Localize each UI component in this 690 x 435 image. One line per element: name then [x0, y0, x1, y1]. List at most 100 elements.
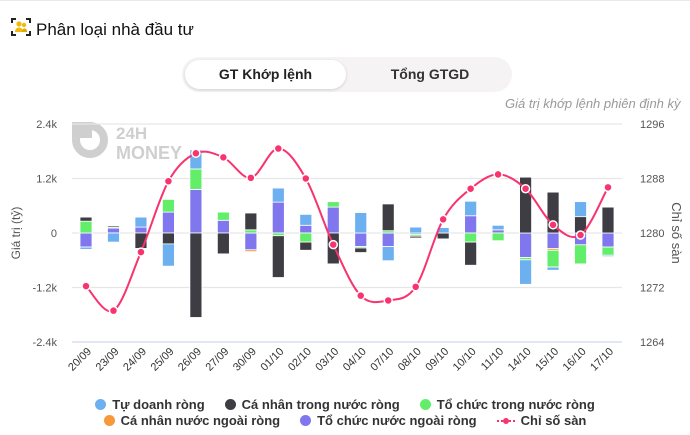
- bar-segment: [162, 232, 175, 245]
- bar-segment: [601, 246, 615, 256]
- bar-segment: [189, 232, 203, 318]
- index-point: [328, 239, 339, 250]
- index-point: [301, 173, 311, 184]
- x-tick-label: 26/09: [176, 346, 204, 374]
- bar-segment: [244, 249, 258, 253]
- legend-item[interactable]: Cá nhân nước ngoài ròng: [103, 412, 281, 428]
- legend-label: Cá nhân nước ngoài ròng: [120, 412, 281, 428]
- bar-segment: [464, 241, 478, 266]
- index-point: [81, 281, 91, 291]
- index-point: [383, 295, 393, 306]
- bar-segment: [189, 168, 203, 190]
- tab-switcher: GT Khớp lệnh Tổng GTGD: [182, 57, 512, 92]
- x-tick-label: 30/09: [231, 346, 259, 374]
- bar-segment: [162, 243, 175, 267]
- bar-segment: [216, 232, 230, 255]
- bar-segment: [271, 201, 285, 234]
- y-tick-label: -1.2k: [33, 283, 58, 295]
- chart-subtitle: Giá trị khớp lệnh phiên định kỳ: [505, 96, 681, 111]
- bar-segment: [271, 187, 285, 203]
- legend-line-marker-icon: [496, 413, 515, 428]
- y2-tick-label: 1280: [640, 228, 664, 240]
- x-tick-label: 27/09: [204, 346, 232, 374]
- bar-segment: [381, 232, 395, 248]
- y-tick-label: 2.4k: [36, 119, 57, 131]
- index-point: [438, 214, 448, 225]
- index-point: [273, 143, 284, 154]
- bar-segment: [134, 216, 148, 228]
- bar-segment: [491, 229, 505, 234]
- x-tick-label: 09/10: [423, 346, 451, 374]
- y-axis-title: Giá trị (tỷ): [9, 207, 23, 260]
- index-point: [108, 305, 119, 316]
- bar-segment: [271, 232, 285, 237]
- bar-segment: [216, 219, 230, 234]
- bar-segment: [546, 266, 560, 271]
- bar-segment: [381, 246, 395, 262]
- x-tick-label: 14/10: [506, 346, 534, 374]
- x-tick-label: 20/09: [66, 346, 94, 374]
- index-point: [410, 282, 421, 292]
- tab-tong-gtgd[interactable]: Tổng GTGD: [390, 66, 470, 82]
- x-tick-label: 07/10: [368, 346, 396, 374]
- bar-segment: [546, 249, 560, 268]
- legend-item[interactable]: Tổ chức nước ngoài ròng: [300, 412, 477, 428]
- legend-label: Cá nhân trong nước ròng: [241, 396, 400, 412]
- bar-segment: [79, 220, 93, 234]
- x-tick-label: 15/10: [533, 346, 561, 374]
- index-point: [218, 152, 229, 163]
- bar-segment: [107, 225, 120, 228]
- index-point: [163, 176, 174, 186]
- index-point: [136, 247, 146, 257]
- y-tick-label: -2.4k: [33, 337, 58, 349]
- x-tick-label: 03/10: [313, 346, 341, 374]
- index-point: [465, 183, 476, 194]
- x-tick-label: 24/09: [121, 346, 149, 374]
- index-point: [603, 182, 613, 193]
- x-tick-label: 01/10: [258, 346, 286, 374]
- bar-segment: [601, 206, 615, 234]
- x-tick-label: 23/09: [94, 346, 122, 374]
- legend-label: Chỉ số sàn: [520, 412, 587, 428]
- bar-segment: [271, 235, 285, 278]
- bar-segment: [299, 241, 313, 251]
- section-header: Phân loại nhà đầu tư: [10, 16, 194, 43]
- bar-segment: [107, 232, 120, 243]
- bar-segment: [546, 232, 560, 249]
- x-tick-label: 10/10: [451, 346, 479, 374]
- svg-text:24H: 24H: [116, 124, 147, 143]
- y-tick-label: 0: [51, 228, 57, 240]
- legend-swatch-icon: [419, 398, 431, 410]
- y2-tick-label: 1264: [640, 337, 664, 349]
- bar-segment: [134, 226, 148, 234]
- x-tick-label: 02/10: [286, 346, 314, 374]
- legend-swatch-icon: [224, 398, 236, 410]
- bar-segment: [574, 244, 587, 265]
- bar-segment: [519, 232, 532, 258]
- y2-axis-title: Chỉ số sàn: [669, 202, 684, 263]
- bar-segment: [409, 226, 423, 234]
- index-point: [575, 230, 586, 240]
- bar-segment: [162, 211, 175, 234]
- section-title: Phân loại nhà đầu tư: [36, 19, 194, 39]
- y2-tick-label: 1296: [640, 119, 664, 131]
- chart-legend: Tự doanh ròng Cá nhân trong nước ròng Tổ c…: [0, 396, 690, 428]
- investor-group-icon: [10, 16, 32, 43]
- bar-segment: [79, 216, 93, 222]
- bar-segment: [354, 212, 368, 234]
- legend-item[interactable]: Tổ chức trong nước ròng: [419, 396, 595, 412]
- legend-item[interactable]: Cá nhân trong nước ròng: [224, 396, 400, 412]
- bar-segment: [464, 215, 478, 234]
- bar-segment: [574, 201, 587, 218]
- index-point: [520, 183, 531, 194]
- tab-gt-khop-lenh[interactable]: GT Khớp lệnh: [185, 60, 346, 89]
- legend-item[interactable]: Tự doanh ròng: [95, 396, 205, 412]
- bar-segment: [464, 232, 478, 243]
- bar-segment: [326, 201, 340, 208]
- y-tick-label: 1.2k: [36, 174, 57, 186]
- bar-segment: [79, 246, 93, 250]
- bar-segment: [216, 211, 230, 221]
- bar-segment: [162, 198, 175, 213]
- legend-item[interactable]: Chỉ số sàn: [496, 412, 587, 428]
